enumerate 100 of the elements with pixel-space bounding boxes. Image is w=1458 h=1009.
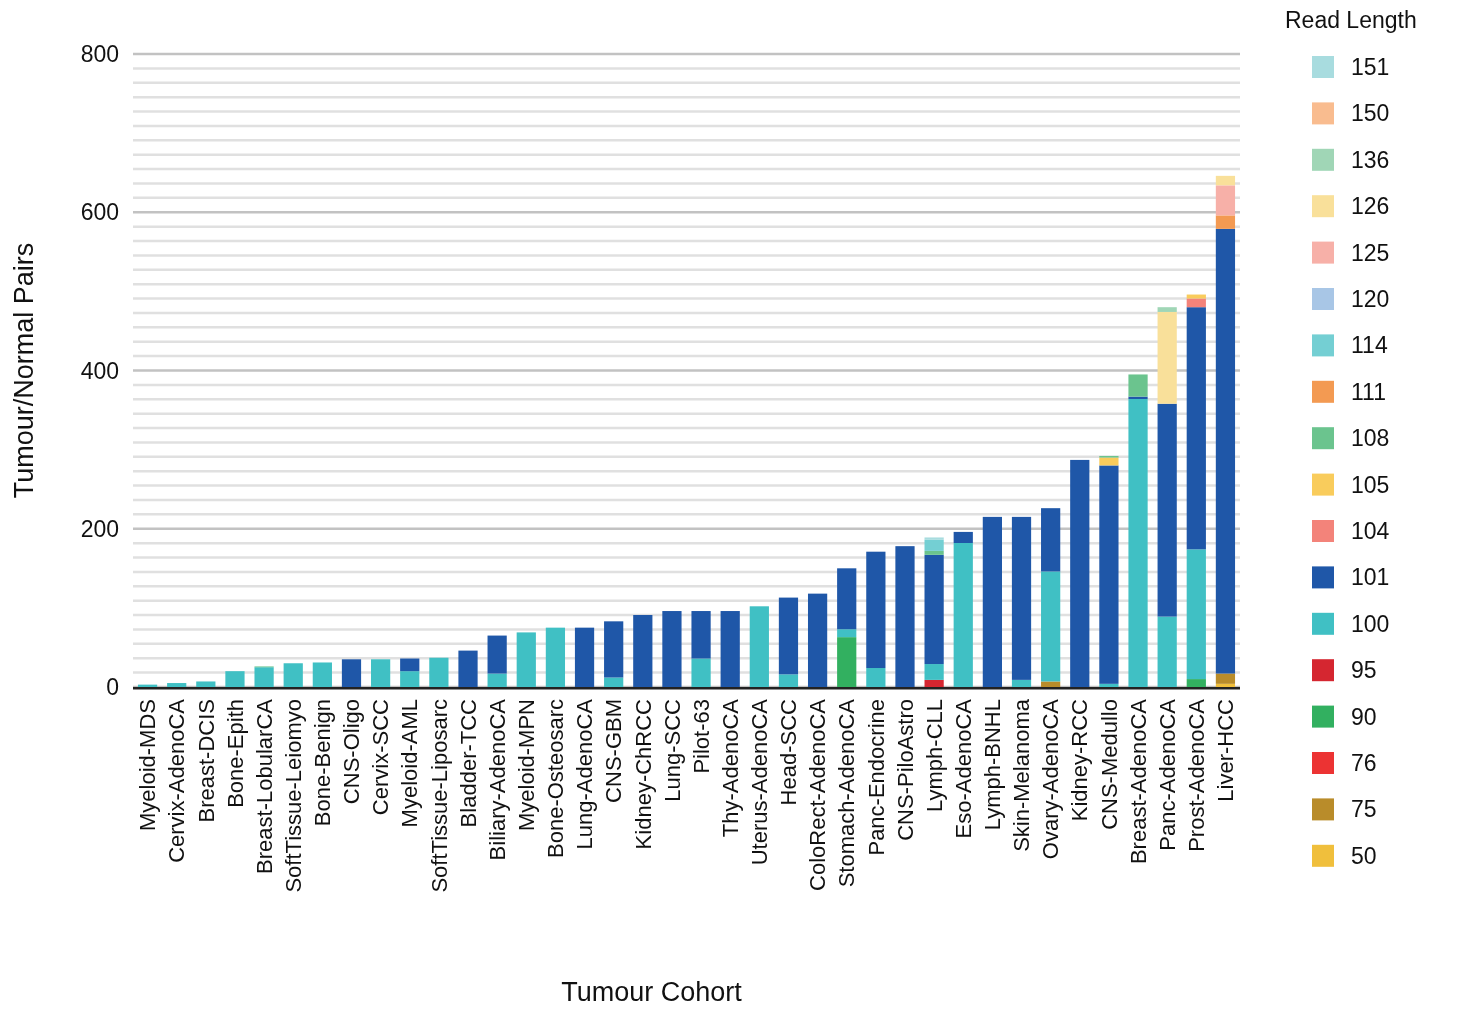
- bar: [545, 627, 566, 687]
- x-tick-label: Stomach-AdenoCA: [834, 698, 860, 888]
- bar: [341, 659, 362, 687]
- bar: [895, 546, 915, 687]
- x-tick-label: Kidney-RCC: [1067, 698, 1093, 822]
- legend-label: 75: [1351, 796, 1377, 823]
- x-tick-label: Bone-Osteosarc: [543, 699, 569, 858]
- x-tick-label: Cervix-AdenoCA: [164, 698, 190, 863]
- x-tick-label: Myeloid-AML: [397, 699, 423, 828]
- x-tick-label: SoftTissue-Leiomyo: [280, 699, 306, 893]
- bar: [1128, 398, 1148, 687]
- bar: [604, 621, 624, 678]
- bar: [837, 568, 857, 630]
- bar: [371, 659, 391, 687]
- x-tick-label: Myeloid-MDS: [135, 699, 161, 832]
- x-tick-label: Pilot-63: [688, 699, 714, 774]
- x-tick-label: Thy-AdenoCA: [717, 698, 743, 838]
- x-tick-label: Lung-SCC: [659, 698, 685, 802]
- bar: [924, 537, 944, 540]
- bar: [1215, 185, 1236, 216]
- x-tick-label: Bone-Epith: [222, 699, 248, 808]
- legend-label: 111: [1351, 378, 1386, 405]
- bar: [1011, 516, 1032, 680]
- bar: [953, 531, 973, 543]
- x-tick-label: Bladder-TCC: [455, 698, 481, 828]
- bar: [982, 516, 1002, 687]
- x-tick-label: Ovary-AdenoCA: [1038, 698, 1064, 860]
- bar: [458, 650, 478, 687]
- bar: [1215, 683, 1236, 687]
- x-tick-label: Lymph-CLL: [921, 699, 947, 812]
- x-tick-label: Liver-HCC: [1213, 698, 1239, 802]
- bar: [1041, 681, 1061, 687]
- bar: [749, 606, 769, 687]
- x-tick-label: ColoRect-AdenoCA: [805, 698, 831, 891]
- bar: [662, 611, 682, 687]
- legend-label: 151: [1351, 54, 1390, 81]
- bar: [837, 637, 857, 687]
- legend-label: 95: [1351, 657, 1377, 684]
- y-tick-label: 400: [80, 357, 119, 384]
- x-tick-label: CNS-GBM: [601, 699, 627, 803]
- bar: [1186, 307, 1206, 550]
- legend-label: 105: [1351, 471, 1390, 498]
- x-tick-label: CNS-Medullo: [1096, 699, 1122, 830]
- legend-label: 120: [1351, 286, 1390, 313]
- x-tick-label: Bone-Benign: [310, 699, 336, 827]
- bar: [924, 550, 944, 555]
- bar: [924, 539, 944, 551]
- bar: [225, 671, 245, 687]
- x-tick-label: Cervix-SCC: [368, 698, 394, 816]
- legend-label: 76: [1351, 750, 1377, 777]
- bar: [837, 629, 857, 638]
- bar: [953, 542, 973, 687]
- x-tick-label: Kidney-ChRCC: [630, 698, 656, 850]
- legend-label: 150: [1351, 100, 1390, 127]
- bar: [1215, 175, 1236, 186]
- bar: [167, 683, 187, 687]
- bar: [1041, 571, 1061, 682]
- bar: [1011, 679, 1032, 687]
- bar: [691, 658, 711, 687]
- bar: [1186, 549, 1206, 680]
- x-tick-label: Lung-AdenoCA: [572, 698, 598, 850]
- bar: [720, 611, 740, 687]
- bar: [516, 632, 536, 687]
- bar: [807, 593, 828, 687]
- bar: [924, 679, 944, 687]
- x-tick-label: Prost-AdenoCA: [1184, 698, 1209, 852]
- legend-label: 136: [1351, 146, 1390, 173]
- legend-label: 108: [1351, 425, 1390, 452]
- y-tick-label: 600: [80, 199, 119, 226]
- bar: [487, 673, 507, 687]
- x-tick-label: Eso-AdenoCA: [950, 698, 976, 839]
- bar: [924, 664, 944, 680]
- bar: [1041, 508, 1061, 572]
- bar: [604, 677, 624, 687]
- x-axis-title: Tumour Cohort: [561, 977, 743, 1007]
- bar: [400, 658, 420, 672]
- bar: [1215, 215, 1236, 229]
- bar: [924, 554, 944, 665]
- bar: [633, 615, 653, 687]
- x-tick-label: SoftTissue-Liposarc: [426, 699, 452, 893]
- bar: [866, 668, 886, 687]
- y-tick-label: 0: [106, 674, 119, 701]
- bar: [778, 597, 799, 675]
- bar: [1128, 374, 1148, 397]
- bar: [1215, 228, 1236, 674]
- x-tick-label: Head-SCC: [776, 698, 802, 806]
- bar: [1157, 616, 1177, 687]
- x-tick-label: Skin-Melanoma: [1009, 698, 1035, 852]
- x-tick-label: CNS-PiloAstro: [892, 699, 918, 841]
- bar: [866, 551, 886, 669]
- legend-title: Read Length: [1285, 7, 1417, 33]
- bar: [1099, 457, 1119, 466]
- legend-label: 90: [1351, 703, 1377, 730]
- bar: [778, 674, 799, 687]
- legend-label: 101: [1351, 564, 1390, 591]
- bar: [1215, 673, 1236, 684]
- bar: [1070, 459, 1090, 687]
- bar: [1099, 465, 1119, 684]
- bar: [487, 635, 507, 674]
- legend-label: 125: [1351, 239, 1390, 266]
